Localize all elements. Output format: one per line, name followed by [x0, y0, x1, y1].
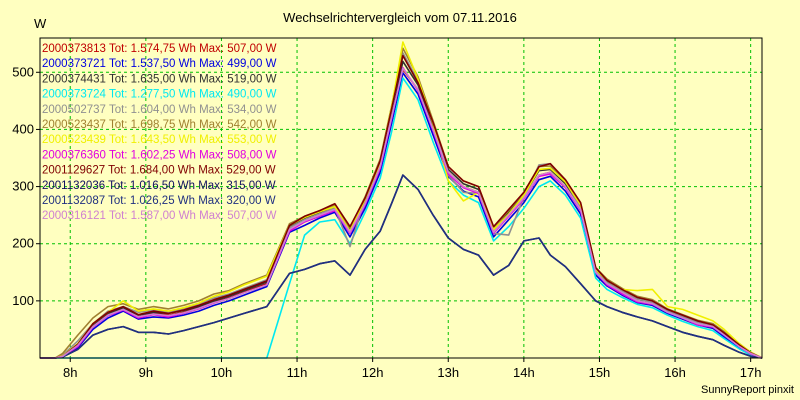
legend-entry-2001132036: 2001132036 Tot: 1.016,50 Wh Max: 315,00 …	[42, 180, 276, 192]
x-tick-label: 9h	[139, 365, 153, 380]
footer-credit: SunnyReport pinxit	[701, 384, 794, 396]
series-line-2000523439	[40, 41, 763, 359]
legend-entry-2000376360: 2000376360 Tot: 1.602,25 Wh Max: 508,00 …	[42, 149, 277, 161]
y-axis-unit-label: W	[34, 16, 47, 31]
series-line-2001132087	[40, 174, 763, 359]
x-tick-label: 15h	[589, 365, 611, 380]
x-tick-label: 14h	[513, 365, 535, 380]
legend-entry-2000374431: 2000374431 Tot: 1.635,00 Wh Max: 519,00 …	[42, 73, 277, 85]
legend-entry-2001132087: 2001132087 Tot: 1.026,25 Wh Max: 320,00 …	[42, 195, 276, 207]
series-line-2000316121	[40, 67, 763, 359]
x-tick-label: 10h	[211, 365, 233, 380]
legend-entry-2000523437: 2000523437 Tot: 1.698,75 Wh Max: 542,00 …	[42, 119, 277, 131]
legend-entry-2000373724: 2000373724 Tot: 1.277,50 Wh Max: 490,00 …	[42, 89, 277, 101]
legend-layer: 2000373813 Tot: 1.574,75 Wh Max: 507,00 …	[42, 43, 277, 222]
legend-entry-2000502737: 2000502737 Tot: 1.604,00 Wh Max: 534,00 …	[42, 104, 277, 116]
y-tick-label: 200	[12, 236, 34, 251]
legend-entry-2000373813: 2000373813 Tot: 1.574,75 Wh Max: 507,00 …	[42, 43, 277, 55]
legend-entry-2000523439: 2000523439 Tot: 1.643,50 Wh Max: 553,00 …	[42, 134, 277, 146]
legend-entry-2000316121: 2000316121 Tot: 1.587,00 Wh Max: 507,00 …	[42, 210, 277, 222]
legend-entry-2000373721: 2000373721 Tot: 1.537,50 Wh Max: 499,00 …	[42, 58, 277, 70]
x-tick-label: 8h	[63, 365, 77, 380]
x-tick-label: 11h	[287, 365, 308, 380]
x-tick-label: 13h	[437, 365, 459, 380]
axis-layer: 8h 9h 10h 11h 12h 13h 14h 15h 16h 17h 100 200 300 400…	[12, 37, 763, 380]
legend-entry-2001129627: 2001129627 Tot: 1.684,00 Wh Max: 529,00 …	[42, 165, 276, 177]
series-line-2000373721	[40, 72, 763, 359]
chart-title: Wechselrichtervergleich vom 07.11.2016	[283, 10, 517, 25]
series-line-2001129627	[40, 54, 763, 359]
y-tick-label: 300	[12, 179, 34, 194]
x-tick-label: 16h	[664, 365, 686, 380]
y-tick-label: 500	[12, 64, 34, 79]
y-tick-label: 100	[12, 293, 34, 308]
y-tick-label: 400	[12, 121, 34, 136]
series-layer	[40, 41, 763, 359]
x-tick-label: 12h	[362, 365, 384, 380]
series-line-2000502737	[40, 52, 763, 359]
plot-area-frame	[39, 37, 763, 359]
x-tick-label: 17h	[740, 365, 762, 380]
